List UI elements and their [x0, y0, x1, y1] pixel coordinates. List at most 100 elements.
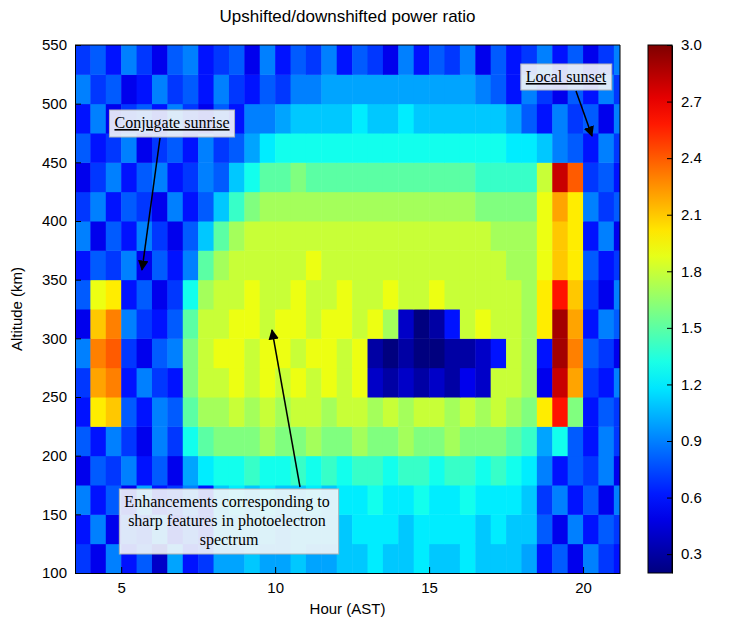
tick-mark [75, 456, 81, 457]
heatmap-cell [368, 133, 384, 163]
heatmap-cell [275, 133, 291, 163]
heatmap-cell [429, 338, 445, 368]
heatmap-cell [167, 368, 183, 398]
heatmap-cell [337, 338, 353, 368]
heatmap-cell [414, 544, 430, 573]
heatmap-cell [491, 133, 507, 163]
heatmap-cell [152, 397, 168, 427]
heatmap-cell [398, 368, 414, 398]
heatmap-cell [137, 45, 153, 75]
heatmap-cell [275, 192, 291, 222]
heatmap-cell [521, 514, 537, 544]
heatmap-cell [337, 426, 353, 456]
annotation-box [119, 489, 338, 554]
tick: 15 [421, 567, 438, 596]
heatmap-cell [106, 309, 122, 339]
tick-mark [667, 441, 672, 442]
heatmap-cell [90, 544, 106, 573]
heatmap-cell [244, 192, 260, 222]
heatmap-cell [167, 338, 183, 368]
heatmap-cell [214, 74, 230, 104]
heatmap-cell [229, 368, 245, 398]
heatmap-cell [429, 104, 445, 134]
heatmap-cell [475, 250, 491, 280]
annotation-text: Enhancements corresponding to sharp feat… [124, 493, 333, 549]
heatmap-cell [90, 104, 106, 134]
heatmap-cell [352, 162, 368, 192]
heatmap-cell [368, 280, 384, 310]
heatmap-cell [75, 250, 91, 280]
tick: 20 [575, 567, 592, 596]
heatmap-cell [167, 192, 183, 222]
heatmap-cell [152, 45, 168, 75]
tick: 1.8 [667, 263, 702, 280]
heatmap-cell [75, 192, 91, 222]
frame [620, 45, 621, 573]
heatmap-cell [429, 133, 445, 163]
heatmap-cell [429, 250, 445, 280]
heatmap-cell [552, 426, 568, 456]
tick-label: 550 [42, 36, 67, 53]
heatmap-cell [429, 397, 445, 427]
heatmap-cell [229, 221, 245, 251]
tick-mark [667, 215, 672, 216]
heatmap-cell [75, 221, 91, 251]
heatmap-cell [275, 280, 291, 310]
heatmap-cell [121, 338, 137, 368]
chart: 5101520100150200250300350400450500550Ups… [0, 0, 734, 627]
heatmap-cell [321, 45, 337, 75]
heatmap-cell [352, 45, 368, 75]
heatmap-cell [152, 338, 168, 368]
heatmap-cell [90, 456, 106, 486]
heatmap-cell [583, 280, 599, 310]
heatmap-cell [414, 456, 430, 486]
heatmap-cell [506, 45, 522, 75]
heatmap-cell [460, 368, 476, 398]
heatmap-cell [521, 221, 537, 251]
heatmap-cell [614, 162, 620, 192]
heatmap-cell [521, 250, 537, 280]
heatmap-cell [167, 426, 183, 456]
heatmap-cell [444, 104, 460, 134]
heatmap-cell [137, 338, 153, 368]
heatmap-cell [198, 221, 214, 251]
tick: 2.1 [667, 206, 702, 223]
heatmap-cell [75, 485, 91, 515]
annotation-arrow [576, 91, 592, 136]
heatmap-cell [598, 221, 614, 251]
heatmap-cell [198, 456, 214, 486]
heatmap-cell [214, 45, 230, 75]
heatmap-cell [260, 426, 276, 456]
heatmap-cell [475, 368, 491, 398]
heatmap-cell [583, 192, 599, 222]
heatmap-cell [121, 45, 137, 75]
heatmap-cell [321, 250, 337, 280]
heatmap-cell [460, 456, 476, 486]
heatmap-cell [460, 280, 476, 310]
heatmap-cell [244, 309, 260, 339]
heatmap-cell [291, 250, 307, 280]
heatmap-cell [475, 45, 491, 75]
heatmap-cell [167, 221, 183, 251]
heatmap-cell [598, 514, 614, 544]
heatmap-cell [291, 280, 307, 310]
heatmap-cell [337, 368, 353, 398]
tick-mark [667, 45, 672, 46]
heatmap-cell [352, 250, 368, 280]
heatmap-cell [152, 456, 168, 486]
heatmap-cell [398, 280, 414, 310]
heatmap-cell [368, 192, 384, 222]
heatmap-cell [552, 368, 568, 398]
heatmap-cell [475, 192, 491, 222]
heatmap-cell [383, 544, 399, 573]
tick-label: 100 [42, 564, 67, 581]
heatmap-cell [368, 104, 384, 134]
heatmap-cell [583, 338, 599, 368]
heatmap-cell [229, 74, 245, 104]
heatmap-cell [552, 397, 568, 427]
heatmap-cell [214, 280, 230, 310]
heatmap-cell [614, 192, 620, 222]
colorbar [648, 45, 672, 573]
heatmap-cell [506, 397, 522, 427]
heatmap-cell [198, 397, 214, 427]
